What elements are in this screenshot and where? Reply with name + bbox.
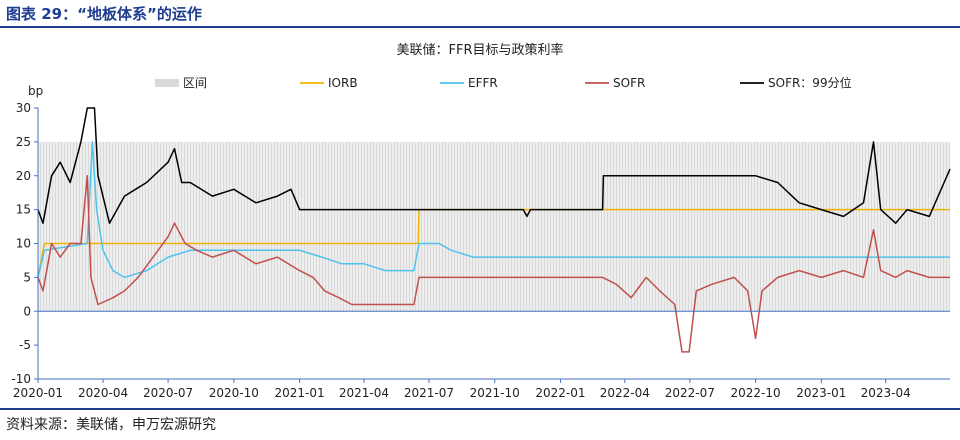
x-tick-label: 2021-01	[275, 386, 325, 400]
plot-area	[37, 107, 951, 353]
x-tick-label: 2023-01	[796, 386, 846, 400]
x-tick-label: 2022-07	[665, 386, 715, 400]
legend-item: IORB	[300, 76, 358, 90]
y-axis-label: bp	[28, 84, 43, 98]
series-line-sofr99	[37, 107, 951, 224]
figure-title: 图表 29：“地板体系”的运作	[6, 5, 202, 23]
x-tick-label: 2022-10	[731, 386, 781, 400]
y-tick-label: 15	[16, 203, 31, 217]
y-tick-label: 25	[16, 135, 31, 149]
y-tick-label: -5	[19, 338, 31, 352]
legend-label: SOFR	[613, 76, 645, 90]
x-tick-label: 2020-10	[209, 386, 259, 400]
source-rule	[0, 408, 960, 410]
x-tick-label: 2020-07	[143, 386, 193, 400]
legend-item: 区间	[155, 76, 207, 90]
x-tick-label: 2020-01	[13, 386, 63, 400]
y-tick-label: 30	[16, 101, 31, 115]
legend-swatch-band	[155, 79, 179, 87]
chart-legend: 区间 IORB EFFR SOFR SOFR：99分位	[155, 75, 852, 90]
legend-item: SOFR	[585, 76, 645, 90]
legend-label: EFFR	[468, 76, 498, 90]
x-tick-label: 2022-04	[600, 386, 650, 400]
legend-label: 区间	[183, 76, 207, 90]
y-tick-label: 5	[23, 270, 31, 284]
series-line-effr	[37, 141, 950, 279]
y-tick-label: 10	[16, 237, 31, 251]
legend-label: SOFR：99分位	[768, 75, 852, 90]
chart-title: 美联储：FFR目标与政策利率	[397, 42, 564, 58]
y-tick-label: 0	[23, 304, 31, 318]
legend-item: EFFR	[440, 76, 498, 90]
band-area	[38, 141, 950, 312]
series-line-sofr	[37, 175, 950, 353]
x-tick-label: 2021-10	[470, 386, 520, 400]
x-tick-label: 2023-04	[861, 386, 911, 400]
title-rule	[0, 26, 960, 28]
legend-label: IORB	[328, 76, 358, 90]
y-tick-label: 20	[16, 169, 31, 183]
legend-item: SOFR：99分位	[740, 75, 852, 90]
source-note: 资料来源：美联储，申万宏源研究	[6, 417, 216, 433]
y-tick-label: -10	[11, 372, 31, 386]
axes: -10 -5 0 5 10 15 20 25 30 2020-01 2020-04 2020-07 20…	[11, 101, 950, 400]
line-chart: 美联储：FFR目标与政策利率 区间 IORB EFFR SOFR SOFR：99分位 b…	[11, 42, 951, 400]
x-tick-label: 2020-04	[78, 386, 128, 400]
x-tick-label: 2021-07	[404, 386, 454, 400]
x-tick-label: 2021-04	[339, 386, 389, 400]
x-tick-label: 2022-01	[535, 386, 585, 400]
